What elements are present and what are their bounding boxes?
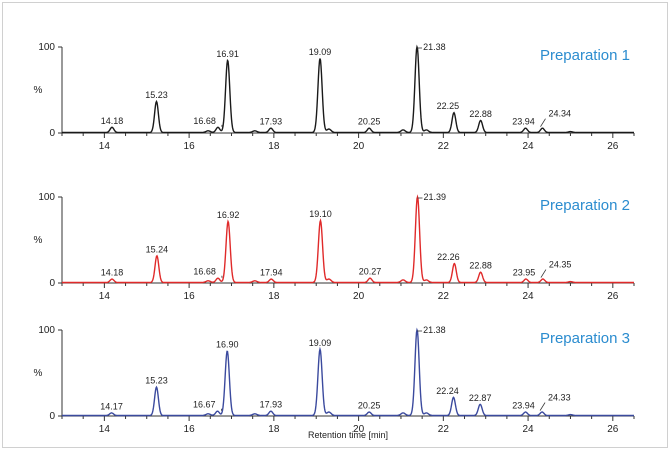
peak-label: 16.68 bbox=[193, 267, 216, 277]
x-tick-label: 22 bbox=[438, 141, 450, 152]
x-tick-label: 26 bbox=[607, 291, 619, 302]
y-tick-label: 0 bbox=[49, 411, 55, 422]
peak-label: 15.24 bbox=[146, 244, 169, 254]
x-tick-label: 22 bbox=[438, 291, 450, 302]
peak-label: 14.18 bbox=[101, 116, 124, 126]
peak-label: 19.09 bbox=[309, 47, 332, 57]
y-axis-label: % bbox=[34, 368, 43, 379]
x-tick-label: 22 bbox=[438, 424, 450, 435]
x-tick-label: 14 bbox=[99, 424, 111, 435]
peak-label: 23.94 bbox=[512, 117, 535, 127]
peak-label: 17.93 bbox=[260, 400, 283, 410]
peak-label: 14.17 bbox=[100, 401, 123, 411]
peak-leader bbox=[540, 269, 547, 278]
peak-label: 16.67 bbox=[193, 400, 216, 410]
x-tick-label: 20 bbox=[353, 141, 365, 152]
peak-label: 23.94 bbox=[512, 401, 535, 411]
peak-label: 19.10 bbox=[309, 209, 332, 219]
peak-label: 16.90 bbox=[216, 340, 239, 350]
peak-label: 24.33 bbox=[548, 393, 571, 403]
peak-label: 15.23 bbox=[145, 376, 168, 386]
y-tick-label: 100 bbox=[38, 325, 55, 336]
y-tick-label: 0 bbox=[49, 128, 55, 139]
peak-label: 14.18 bbox=[101, 268, 124, 278]
x-tick-label: 24 bbox=[523, 424, 535, 435]
peak-label: 22.87 bbox=[469, 393, 492, 403]
x-tick-label: 14 bbox=[99, 141, 111, 152]
x-tick-label: 26 bbox=[607, 141, 619, 152]
peak-label: 24.35 bbox=[549, 260, 572, 270]
x-axis-title: Retention time [min] bbox=[308, 430, 388, 440]
y-tick-label: 100 bbox=[38, 192, 55, 203]
panel-title: Preparation 3 bbox=[540, 330, 630, 347]
peak-label: 20.25 bbox=[358, 117, 381, 127]
x-tick-label: 14 bbox=[99, 291, 111, 302]
peak-label: 17.94 bbox=[260, 268, 283, 278]
panel-title: Preparation 1 bbox=[540, 47, 630, 64]
panel-2: 100 0% 14 16 18 20 22 24 26 14.18 15.24 16.68 16.92 1… bbox=[34, 192, 635, 302]
peak-leader bbox=[539, 402, 546, 411]
x-tick-label: 24 bbox=[523, 291, 535, 302]
x-tick-label: 16 bbox=[184, 291, 196, 302]
panel-3: 100 0% 14 16 18 20 22 24 26 14.17 15.23 16.67 16.90 1… bbox=[34, 325, 635, 435]
peak-label: 22.24 bbox=[436, 386, 459, 396]
x-tick-label: 16 bbox=[184, 141, 196, 152]
peak-label: 15.23 bbox=[145, 90, 168, 100]
peak-label: 16.68 bbox=[193, 116, 216, 126]
trace-line bbox=[62, 44, 634, 134]
peak-label: 23.95 bbox=[513, 268, 536, 278]
trace-line bbox=[62, 327, 634, 417]
peak-label: 16.91 bbox=[216, 49, 239, 59]
peak-label: 22.26 bbox=[437, 252, 460, 262]
peak-label: 22.88 bbox=[469, 109, 492, 119]
peak-label: 19.09 bbox=[309, 338, 332, 348]
panel-1: 100 0% 14 16 18 20 22 24 26 14.18 15.23 16.68 16.91 1… bbox=[34, 42, 635, 152]
x-tick-label: 26 bbox=[607, 424, 619, 435]
peak-leader bbox=[540, 118, 546, 127]
y-tick-label: 100 bbox=[38, 42, 55, 53]
x-tick-label: 18 bbox=[268, 141, 280, 152]
peak-label: 24.34 bbox=[548, 109, 571, 119]
x-tick-label: 16 bbox=[184, 424, 196, 435]
trace-line bbox=[62, 194, 634, 284]
peak-label: 22.25 bbox=[437, 101, 460, 111]
x-tick-label: 20 bbox=[353, 424, 365, 435]
x-tick-label: 20 bbox=[353, 291, 365, 302]
y-axis-label: % bbox=[34, 85, 43, 96]
peak-label: 21.39 bbox=[423, 192, 446, 202]
y-axis-label: % bbox=[34, 235, 43, 246]
peak-label: 20.25 bbox=[358, 401, 381, 411]
peak-label: 21.38 bbox=[423, 42, 446, 52]
panel-title: Preparation 2 bbox=[540, 197, 630, 214]
x-tick-label: 18 bbox=[268, 291, 280, 302]
x-tick-label: 18 bbox=[268, 424, 280, 435]
peak-label: 16.92 bbox=[217, 210, 240, 220]
peak-label: 20.27 bbox=[359, 267, 382, 277]
x-tick-label: 24 bbox=[523, 141, 535, 152]
peak-label: 21.38 bbox=[423, 325, 446, 335]
peak-label: 22.88 bbox=[469, 261, 492, 271]
y-tick-label: 0 bbox=[49, 278, 55, 289]
peak-label: 17.93 bbox=[260, 117, 283, 127]
